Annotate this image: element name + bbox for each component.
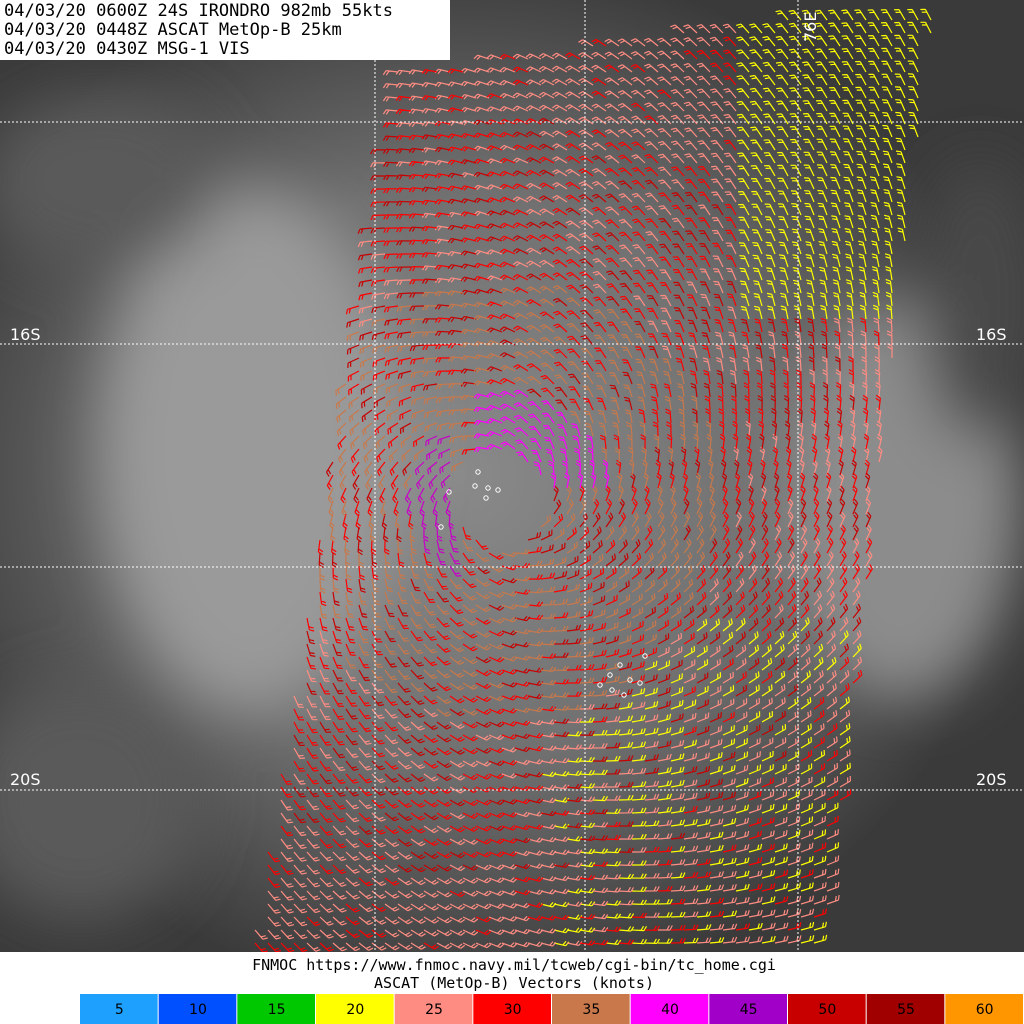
- rain-flag: [483, 495, 489, 501]
- header-box: [0, 0, 450, 60]
- legend-swatch: [945, 994, 1023, 1024]
- wind-barb-layer: [254, 8, 932, 953]
- legend-label: 10: [189, 1002, 207, 1018]
- header-line: 04/03/20 0600Z 24S IRONDRO 982mb 55kts: [4, 1, 393, 21]
- lat-lon-grid: [0, 0, 1024, 952]
- rain-flag: [495, 487, 501, 493]
- rain-flag: [609, 687, 615, 693]
- legend-swatch: [394, 994, 473, 1024]
- wind-barbs: [293, 117, 872, 873]
- legend-title: ASCAT (MetOp-B) Vectors (knots): [374, 974, 654, 992]
- legend-swatch: [709, 994, 787, 1024]
- wind-barbs: [254, 23, 893, 952]
- legend-label: 55: [897, 1002, 915, 1018]
- header-line: 04/03/20 0430Z MSG-1 VIS: [4, 39, 250, 59]
- lon-label: 76E: [801, 12, 820, 42]
- wind-barbs: [540, 8, 932, 947]
- rain-flag: [627, 677, 633, 683]
- lat-label: 20S: [976, 770, 1007, 789]
- lat-label: 16S: [976, 325, 1007, 344]
- header-line: 04/03/20 0448Z ASCAT MetOp-B 25km: [4, 20, 342, 40]
- legend-label: 35: [582, 1002, 600, 1018]
- legend-label: 45: [740, 1002, 758, 1018]
- legend-swatch: [866, 994, 945, 1024]
- legend-label: 15: [268, 1002, 286, 1018]
- wind-barbs: [473, 389, 610, 489]
- rain-flag: [597, 682, 603, 688]
- rain-flag: [446, 489, 452, 495]
- rain-flag: [607, 672, 613, 678]
- legend-label: 20: [346, 1002, 364, 1018]
- legend-label: 40: [661, 1002, 679, 1018]
- legend-swatch: [158, 994, 237, 1024]
- legend-swatch: [473, 994, 551, 1024]
- wind-barbs: [319, 285, 717, 717]
- legend-label: 50: [818, 1002, 836, 1018]
- rain-flag: [621, 692, 627, 698]
- rain-flag: [438, 524, 444, 530]
- legend-swatch: [316, 994, 394, 1024]
- legend-swatch: [552, 994, 630, 1024]
- rain-flag: [617, 662, 623, 668]
- rain-flag: [642, 653, 648, 659]
- wind-barbs: [404, 435, 462, 577]
- source-text: FNMOC https://www.fnmoc.navy.mil/tcweb/c…: [252, 956, 776, 974]
- rain-flag: [472, 483, 478, 489]
- legend-swatch: [630, 994, 709, 1024]
- legend-label: 5: [115, 1002, 124, 1018]
- legend-label: 60: [976, 1002, 994, 1018]
- lat-label: 20S: [10, 770, 41, 789]
- legend-label: 30: [504, 1002, 522, 1018]
- rain-flag: [475, 469, 481, 475]
- color-legend: 5 10 15 20 25 30 35 40 45 50 55 60: [80, 994, 1023, 1024]
- lat-label: 16S: [10, 325, 41, 344]
- rain-flag: [485, 485, 491, 491]
- legend-swatch: [788, 994, 866, 1024]
- rain-flag: [637, 680, 643, 686]
- legend-label: 25: [425, 1002, 443, 1018]
- legend-swatch: [237, 994, 315, 1024]
- legend-swatch: [80, 994, 158, 1024]
